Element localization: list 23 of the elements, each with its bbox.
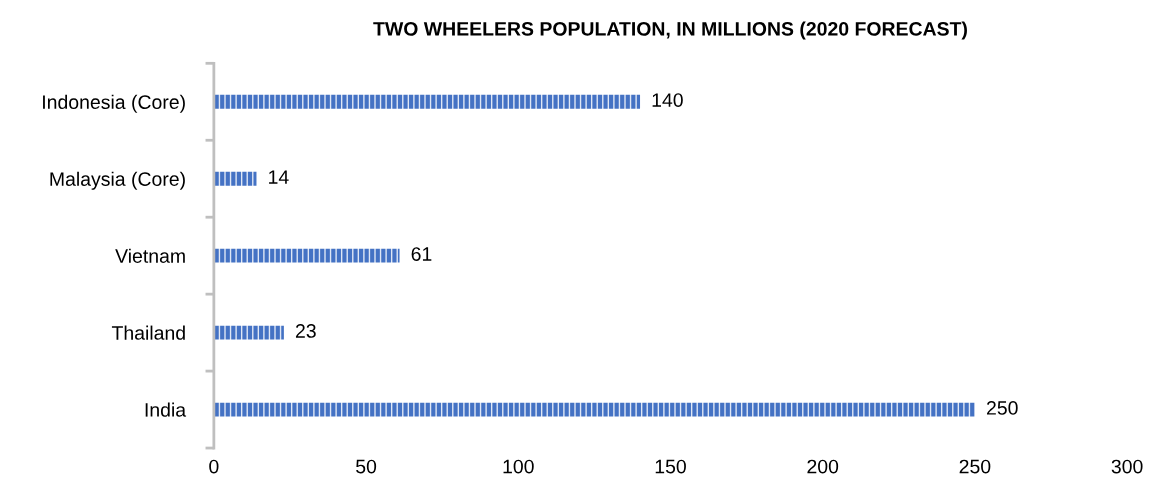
chart-title: TWO WHEELERS POPULATION, IN MILLIONS (2020 FORECAST) xyxy=(373,21,967,40)
y-tick-label: Vietnam xyxy=(115,248,185,263)
bar xyxy=(213,94,641,109)
x-tick-label: 100 xyxy=(503,459,534,474)
x-tick-label: 50 xyxy=(356,459,377,474)
x-tick-label: 200 xyxy=(807,459,839,474)
x-tick-label: 150 xyxy=(655,459,686,474)
x-tick-label: 0 xyxy=(209,459,219,474)
data-label: 140 xyxy=(652,93,683,107)
y-tick-label: India xyxy=(145,402,187,417)
bar xyxy=(213,402,975,417)
data-label: 23 xyxy=(295,324,316,338)
bar xyxy=(213,171,257,186)
data-label: 61 xyxy=(411,247,432,261)
y-tick-label: Thailand xyxy=(111,325,185,340)
x-tick-label: 250 xyxy=(959,459,991,474)
y-tick-label: Malaysia (Core) xyxy=(50,171,185,190)
x-tick-label: 300 xyxy=(1111,459,1143,474)
y-tick-label: Indonesia (Core) xyxy=(43,94,185,113)
bar xyxy=(213,325,284,340)
data-label: 14 xyxy=(269,170,289,184)
data-label: 250 xyxy=(986,401,1018,415)
bar xyxy=(213,248,400,263)
